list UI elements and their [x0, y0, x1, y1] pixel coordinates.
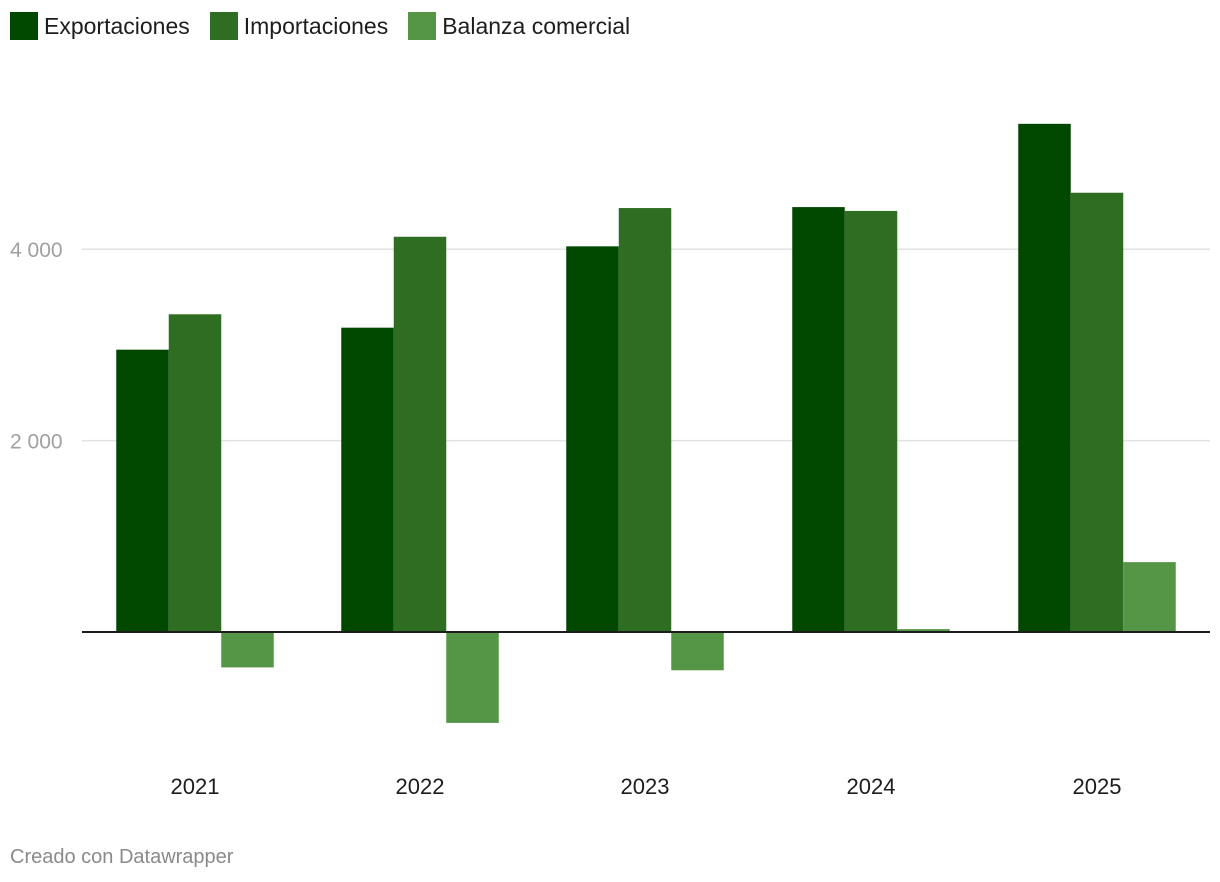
legend-label-exportaciones: Exportaciones [44, 12, 190, 39]
bar-importaciones-2021 [168, 314, 222, 632]
x-tick-label: 2024 [847, 774, 896, 799]
footer-credit: Creado con Datawrapper [10, 846, 234, 868]
bar-importaciones-2024 [844, 210, 898, 633]
legend-swatch-exportaciones [10, 12, 38, 40]
x-tick-label: 2025 [1073, 774, 1122, 799]
legend-item-importaciones: Importaciones [209, 12, 389, 40]
bar-exportaciones-2025 [1018, 123, 1071, 632]
bar-exportaciones-2024 [792, 207, 845, 633]
legend: Exportaciones Importaciones Balanza come… [10, 12, 650, 40]
bar-importaciones-2022 [393, 236, 447, 632]
bar-balanza-comercial-2021 [221, 632, 274, 668]
bar-importaciones-2025 [1070, 192, 1124, 632]
legend-label-importaciones: Importaciones [243, 12, 389, 39]
x-tick-label: 2022 [396, 774, 445, 799]
bar-exportaciones-2022 [341, 327, 394, 632]
bar-exportaciones-2021 [116, 349, 169, 632]
bar-exportaciones-2023 [566, 246, 619, 633]
y-tick-label: 4 000 [10, 239, 63, 262]
x-tick-label: 2023 [621, 774, 670, 799]
bar-balanza-comercial-2023 [671, 632, 724, 671]
legend-item-exportaciones: Exportaciones [10, 12, 190, 40]
legend-swatch-balanza-comercial [408, 12, 437, 40]
legend-item-balanza-comercial: Balanza comercial [408, 12, 630, 40]
bar-importaciones-2023 [618, 208, 672, 632]
bar-balanza-comercial-2025 [1123, 562, 1176, 632]
y-tick-label: 2 000 [10, 431, 63, 454]
legend-label-balanza-comercial: Balanza comercial [442, 12, 631, 39]
x-tick-label: 2021 [171, 774, 220, 799]
bar-balanza-comercial-2024 [897, 629, 950, 632]
bar-balanza-comercial-2022 [446, 632, 499, 723]
legend-swatch-importaciones [209, 12, 238, 40]
